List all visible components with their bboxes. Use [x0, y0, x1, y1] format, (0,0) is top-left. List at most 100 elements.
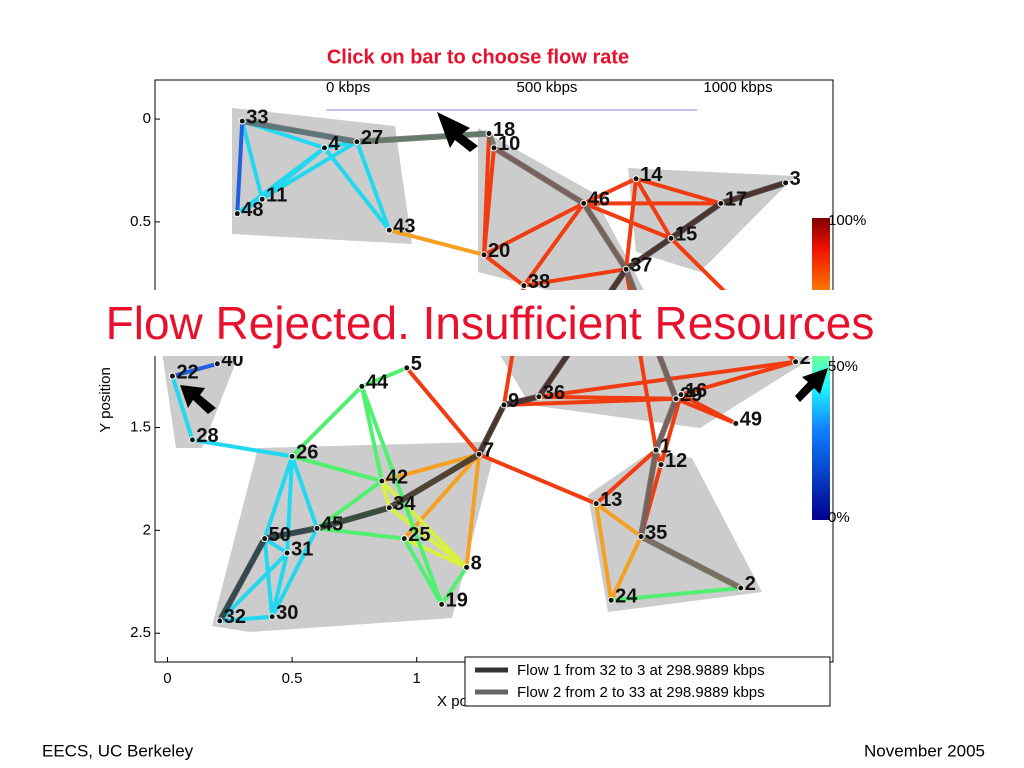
message: Flow Rejected. Insufficient Resources: [106, 297, 875, 349]
rate-label: 500 kbps: [517, 79, 578, 96]
node: [520, 282, 528, 290]
node: [592, 500, 600, 508]
link: [170, 361, 220, 379]
node: [490, 144, 498, 152]
node-label: 34: [393, 493, 416, 515]
link: [594, 501, 644, 539]
legend: Flow 1 from 32 to 3 at 298.9889 kbps Flo…: [464, 656, 831, 707]
arrow: [795, 368, 828, 402]
node: [637, 533, 645, 541]
link: [521, 201, 586, 288]
x-tick-label: 0: [163, 670, 171, 687]
link: [359, 384, 384, 484]
node: [188, 436, 196, 444]
link: [235, 119, 245, 216]
message-band: [0, 290, 1024, 356]
legend-entry: Flow 2 from 2 to 33 at 298.9889 kbps: [517, 684, 765, 701]
node: [632, 175, 640, 183]
link: [402, 536, 469, 570]
node-label: 26: [296, 442, 318, 464]
node: [672, 395, 680, 403]
node: [261, 535, 269, 543]
flow-path: [241, 118, 743, 591]
node: [463, 563, 471, 571]
node: [480, 251, 488, 259]
link: [609, 534, 644, 603]
node: [677, 391, 685, 399]
node: [737, 584, 745, 592]
region: [588, 452, 762, 612]
link: [482, 201, 586, 257]
node: [213, 360, 221, 368]
node-label: 45: [321, 514, 343, 536]
node: [403, 364, 411, 372]
node-label: 50: [269, 524, 291, 546]
x-tick-label: 1: [413, 670, 421, 687]
link: [402, 452, 482, 541]
node: [657, 461, 665, 469]
node-label: 44: [366, 372, 389, 394]
link: [521, 267, 629, 288]
node: [385, 504, 393, 512]
link: [217, 614, 275, 623]
node-label: 7: [483, 440, 494, 462]
node-label: 20: [488, 240, 510, 262]
node: [580, 199, 588, 207]
link: [477, 452, 599, 506]
link: [322, 145, 392, 233]
node-label: 5: [411, 353, 422, 375]
node-label: 16: [685, 380, 707, 402]
link: [290, 454, 384, 484]
link: [464, 452, 482, 570]
node-label: 14: [640, 164, 663, 186]
node-label: 12: [665, 450, 687, 472]
node: [268, 613, 276, 621]
y-tick-label: 2.5: [130, 624, 151, 641]
link: [678, 392, 738, 426]
link: [354, 139, 392, 233]
link: [190, 437, 295, 459]
link: [678, 359, 798, 397]
link: [290, 384, 364, 459]
node-label: 24: [615, 586, 638, 608]
node-label: 19: [446, 590, 468, 612]
node: [475, 450, 483, 458]
link: [482, 252, 526, 288]
node-label: 43: [393, 215, 415, 237]
region: [478, 128, 645, 292]
link: [359, 365, 409, 389]
rate-bar[interactable]: 0 kbps 500 kbps 1000 kbps: [326, 79, 773, 111]
node: [438, 600, 446, 608]
node: [353, 138, 361, 146]
node-label: 35: [645, 522, 667, 544]
link: [315, 479, 384, 531]
link: [387, 228, 487, 257]
link: [262, 454, 295, 541]
node: [782, 179, 790, 187]
link: [359, 384, 444, 607]
node-label: 28: [196, 425, 218, 447]
link: [262, 536, 290, 556]
footer-right: November 2005: [864, 741, 985, 760]
link: [379, 452, 482, 484]
link: [594, 448, 659, 506]
node-label: 13: [600, 489, 622, 511]
link: [659, 392, 683, 467]
link: [404, 365, 482, 457]
link: [634, 176, 673, 241]
node-label: 42: [386, 466, 408, 488]
y-tick-label: 2: [143, 521, 151, 538]
x-tick-label: 0.5: [282, 670, 303, 687]
node: [607, 596, 615, 604]
node: [400, 535, 408, 543]
node: [732, 419, 740, 427]
node: [485, 129, 493, 137]
link: [594, 501, 614, 603]
node-label: 36: [543, 382, 565, 404]
node: [288, 452, 296, 460]
node-label: 33: [246, 106, 268, 128]
link: [581, 176, 639, 206]
node: [358, 382, 366, 390]
node-label: 4: [329, 133, 341, 155]
node: [500, 401, 508, 409]
